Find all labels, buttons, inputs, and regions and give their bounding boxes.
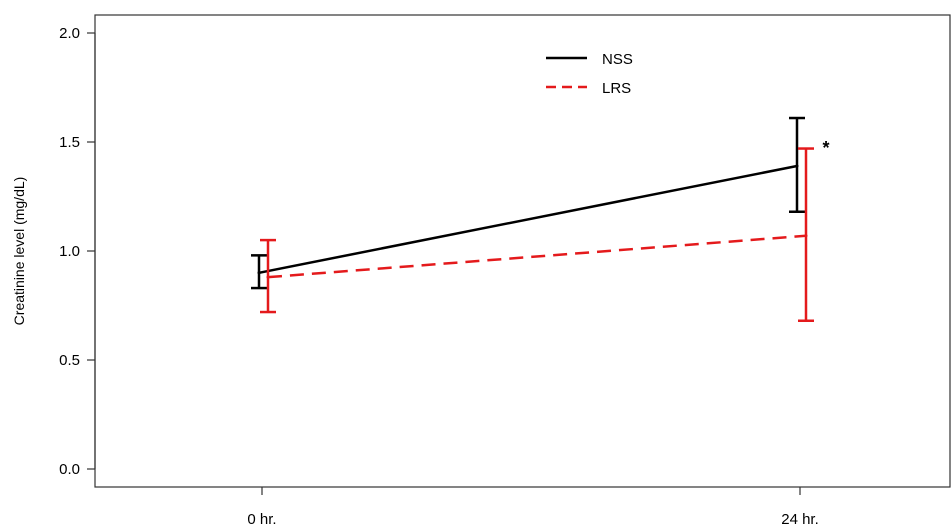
data-point-lrs [804, 234, 808, 238]
significance-marker: * [822, 138, 829, 158]
legend: NSS LRS [546, 51, 633, 97]
x-tick-label: 0 hr. [247, 511, 276, 528]
y-tick-label: 0.0 [59, 461, 80, 478]
series-layer [251, 116, 814, 323]
y-tick-label: 1.0 [59, 243, 80, 260]
legend-label-nss: NSS [602, 51, 633, 68]
plot-frame [94, 14, 951, 488]
error-bar-lrs [260, 238, 276, 314]
y-axis-label: Creatinine level (mg/dL) [11, 177, 27, 326]
data-point-nss [795, 164, 799, 168]
y-tick-label: 0.5 [59, 352, 80, 369]
error-bar-lrs [798, 147, 814, 323]
error-bar-nss [789, 116, 805, 214]
series-nss [251, 116, 805, 290]
annotation-layer: * [822, 138, 829, 158]
series-line-nss [258, 164, 798, 275]
y-tick-label: 1.5 [59, 134, 80, 151]
legend-label-lrs: LRS [602, 80, 631, 97]
y-axis: 0.0 0.5 1.0 1.5 2.0 [59, 25, 96, 478]
series-lrs [260, 147, 814, 323]
x-tick-label: 24 hr. [781, 511, 819, 528]
series-line-lrs [267, 234, 807, 279]
data-point-nss [257, 271, 261, 275]
x-axis: 0 hr. 24 hr. [247, 487, 819, 528]
error-bar-nss [251, 254, 267, 290]
y-tick-label: 2.0 [59, 25, 80, 42]
data-point-lrs [266, 275, 270, 279]
